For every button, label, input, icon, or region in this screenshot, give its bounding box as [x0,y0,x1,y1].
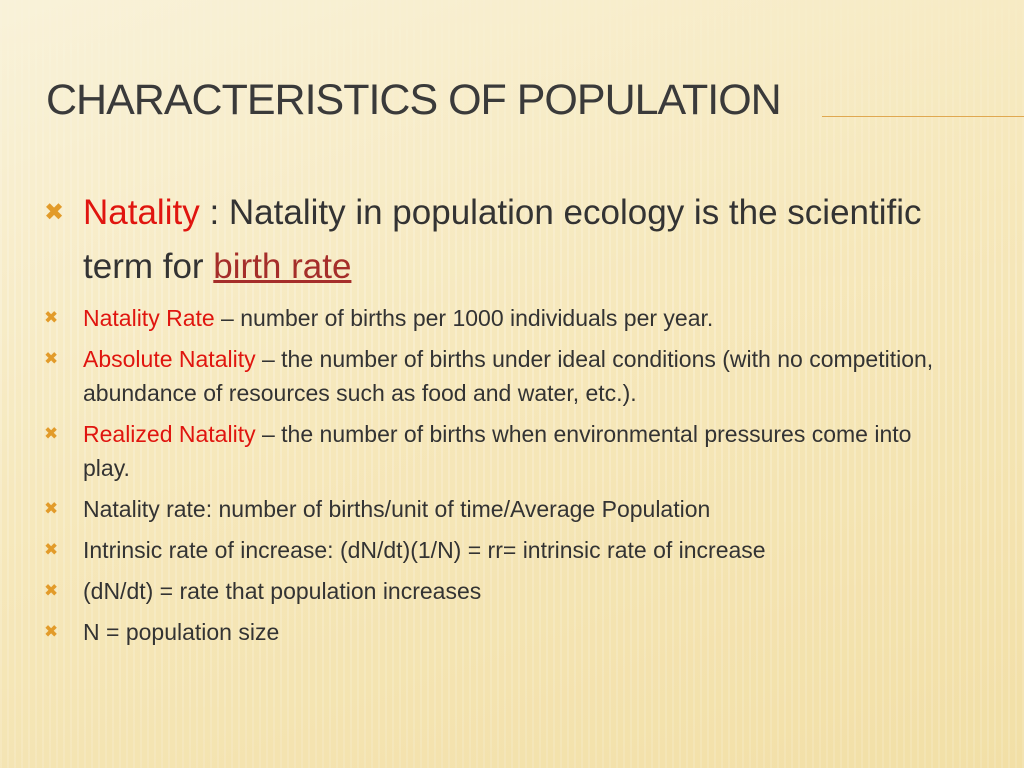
x-mark-icon: ✖ [44,308,59,327]
bullet-text: (dN/dt) = rate that population increases [83,578,482,604]
term: Natality Rate [83,305,215,331]
x-mark-icon: ✖ [44,622,59,641]
bullet-item: ✖ Natality : Natality in population ecol… [44,186,964,294]
x-mark-icon: ✖ [44,581,59,600]
bullet-text: is the scientific term for [83,193,922,286]
x-mark-icon: ✖ [44,424,59,443]
term: Realized Natality [83,421,256,447]
bullet-text: – the number of births under ideal condi… [83,346,934,406]
bullet-item: ✖ (dN/dt) = rate that population increas… [44,574,964,608]
title-underline [822,116,1024,117]
emphasized-text: Natality in population ecology [228,193,685,232]
x-mark-icon: ✖ [44,349,59,368]
bullet-item: ✖ Realized Natality – the number of birt… [44,417,964,485]
bullet-item: ✖ Absolute Natality – the number of birt… [44,342,964,410]
bullet-text: Intrinsic rate of increase: (dN/dt)(1/N)… [83,537,766,563]
term: Absolute Natality [83,346,256,372]
bullet-text: – number of births per 1000 individuals … [214,305,714,331]
x-mark-icon: ✖ [44,540,59,559]
bullet-item: ✖ Intrinsic rate of increase: (dN/dt)(1/… [44,533,964,567]
separator: : [199,193,229,232]
bullet-text: N = population size [83,619,280,645]
bullet-text: Natality rate: number of births/unit of … [83,496,711,522]
x-mark-icon: ✖ [44,199,65,226]
x-mark-icon: ✖ [44,499,59,518]
slide-title: CHARACTERISTICS OF POPULATION [46,76,782,124]
bullet-item: ✖ N = population size [44,615,964,649]
bullet-item: ✖ Natality rate: number of births/unit o… [44,492,964,526]
bullet-item: ✖ Natality Rate – number of births per 1… [44,301,964,335]
birth-rate-link[interactable]: birth rate [213,247,352,286]
bullet-list: ✖ Natality : Natality in population ecol… [44,186,964,649]
term: Natality [83,193,200,232]
bullet-text: – the number of births when environmenta… [83,421,912,481]
